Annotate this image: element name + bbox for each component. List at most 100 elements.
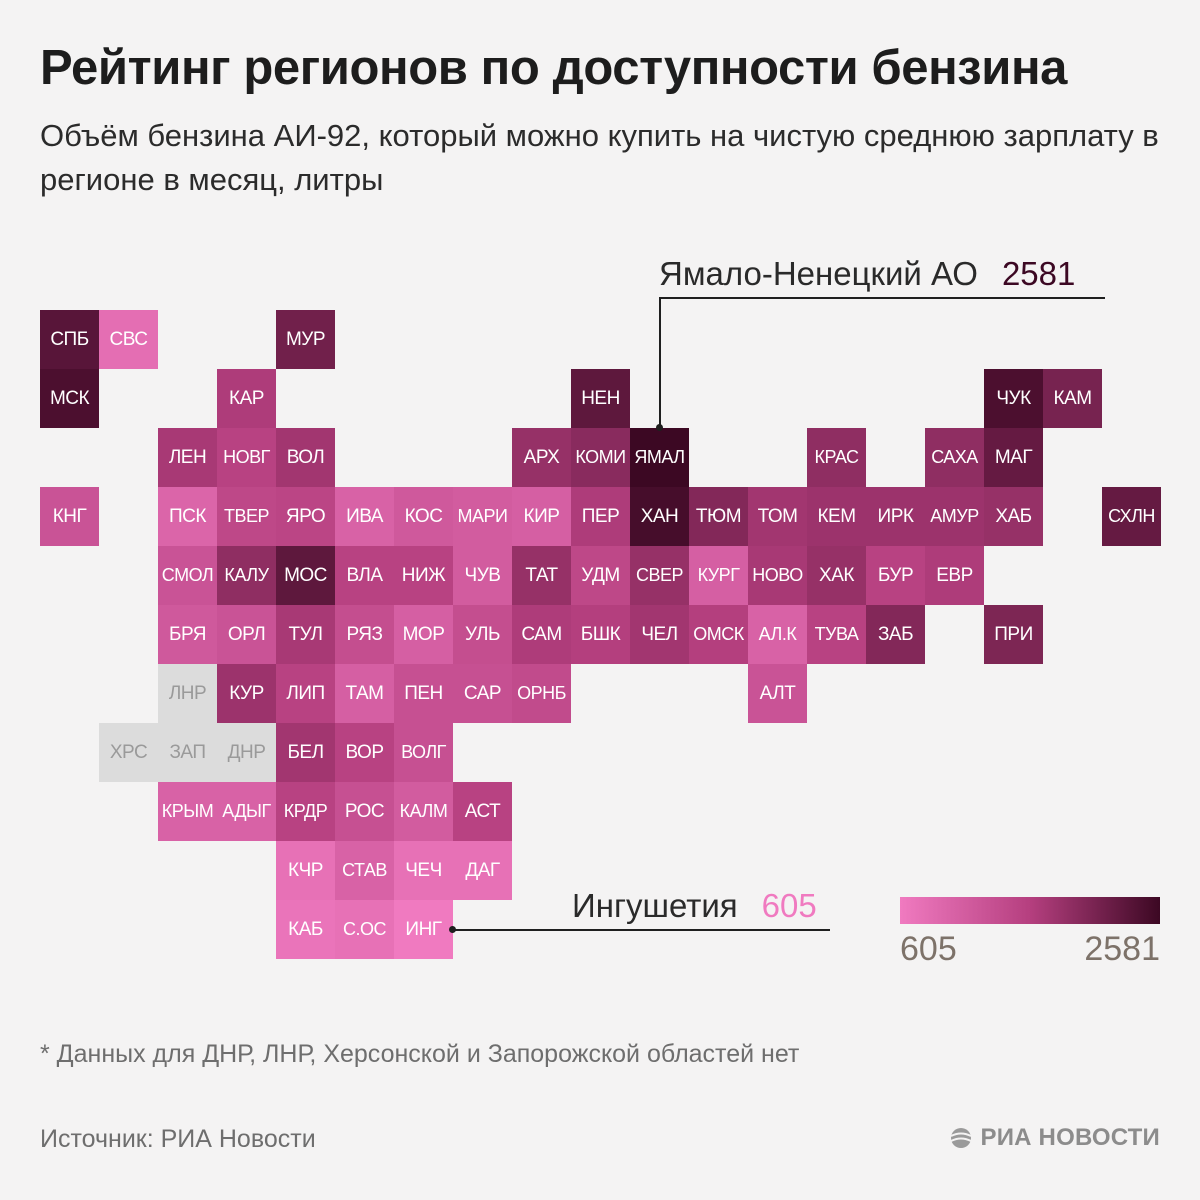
region-tile: СВЕР: [630, 546, 689, 605]
region-tile: ДНР: [217, 723, 276, 782]
callout-min-dot: [449, 926, 456, 933]
legend-min-label: 605: [900, 930, 957, 968]
region-tile: КОС: [394, 487, 453, 546]
region-tile: ЧУК: [984, 369, 1043, 428]
region-tile: БУР: [866, 546, 925, 605]
region-tile: С.ОС: [335, 900, 394, 959]
region-tile: МОС: [276, 546, 335, 605]
region-tile: СХЛН: [1102, 487, 1161, 546]
region-tile: АЛ.К: [748, 605, 807, 664]
callout-max-vline: [659, 297, 661, 427]
region-tile: ВОЛ: [276, 428, 335, 487]
region-tile: ИВА: [335, 487, 394, 546]
region-tile: ЧУВ: [453, 546, 512, 605]
ria-logo-text: РИА НОВОСТИ: [980, 1124, 1160, 1151]
callout-max-name: Ямало-Ненецкий АО: [659, 255, 978, 292]
region-tile: ХАН: [630, 487, 689, 546]
region-tile: КАМ: [1043, 369, 1102, 428]
ria-logo: РИА НОВОСТИ: [948, 1124, 1160, 1152]
region-tile: СМОЛ: [158, 546, 217, 605]
region-tile: ТУВА: [807, 605, 866, 664]
region-tile: ТОМ: [748, 487, 807, 546]
region-tile: МОР: [394, 605, 453, 664]
region-tile: АЛТ: [748, 664, 807, 723]
region-tile: ТАТ: [512, 546, 571, 605]
region-tile: КАЛМ: [394, 782, 453, 841]
region-tile: КАБ: [276, 900, 335, 959]
region-tile: РЯЗ: [335, 605, 394, 664]
region-tile: САМ: [512, 605, 571, 664]
region-tile: БШК: [571, 605, 630, 664]
region-tile: БЕЛ: [276, 723, 335, 782]
region-tile: ЧЕЛ: [630, 605, 689, 664]
region-tile: БРЯ: [158, 605, 217, 664]
callout-max: Ямало-Ненецкий АО 2581: [659, 255, 1075, 293]
region-tile: РОС: [335, 782, 394, 841]
region-tile: МСК: [40, 369, 99, 428]
region-tile: ХАК: [807, 546, 866, 605]
callout-max-value: 2581: [1001, 255, 1076, 292]
region-tile: ЧЕЧ: [394, 841, 453, 900]
page-subtitle: Объём бензина АИ-92, который можно купит…: [40, 118, 1159, 197]
region-tile: НЕН: [571, 369, 630, 428]
region-tile: ЛЕН: [158, 428, 217, 487]
region-tile: КНГ: [40, 487, 99, 546]
region-tile: АСТ: [453, 782, 512, 841]
page-title: Рейтинг регионов по доступности бензина: [40, 41, 1068, 95]
region-tile: АДЫГ: [217, 782, 276, 841]
region-tile: ТЮМ: [689, 487, 748, 546]
region-tile: ПРИ: [984, 605, 1043, 664]
region-tile: МАРИ: [453, 487, 512, 546]
region-tile: НОВГ: [217, 428, 276, 487]
region-tile: САР: [453, 664, 512, 723]
callout-max-dot: [656, 424, 663, 431]
callout-min-hline: [453, 929, 830, 931]
region-tile: УЛЬ: [453, 605, 512, 664]
region-tile: КИР: [512, 487, 571, 546]
region-tile: МАГ: [984, 428, 1043, 487]
region-tile: ВОЛГ: [394, 723, 453, 782]
region-tile: СТАВ: [335, 841, 394, 900]
region-tile: ЗАБ: [866, 605, 925, 664]
region-tile: ЯМАЛ: [630, 428, 689, 487]
region-tile: ВОР: [335, 723, 394, 782]
region-tile: УДМ: [571, 546, 630, 605]
region-tile: ЕВР: [925, 546, 984, 605]
region-tile: ПСК: [158, 487, 217, 546]
region-tile: КРАС: [807, 428, 866, 487]
region-tile: АМУР: [925, 487, 984, 546]
callout-min: Ингушетия 605: [572, 887, 817, 925]
callout-min-name: Ингушетия: [572, 887, 738, 924]
region-tile: ЯРО: [276, 487, 335, 546]
callout-max-hline: [659, 297, 1105, 299]
region-tile: ДАГ: [453, 841, 512, 900]
region-tile: ТУЛ: [276, 605, 335, 664]
region-tile: КЕМ: [807, 487, 866, 546]
region-tile: ТВЕР: [217, 487, 276, 546]
callout-min-value: 605: [761, 887, 817, 924]
region-tile: МУР: [276, 310, 335, 369]
footnote: * Данных для ДНР, ЛНР, Херсонской и Запо…: [40, 1040, 800, 1068]
region-tile: НОВО: [748, 546, 807, 605]
legend-gradient-bar: [900, 897, 1160, 924]
region-tile: КАР: [217, 369, 276, 428]
region-tile: ИРК: [866, 487, 925, 546]
region-tile: НИЖ: [394, 546, 453, 605]
region-tile: ВЛА: [335, 546, 394, 605]
region-tile: СПБ: [40, 310, 99, 369]
region-tile: ОРЛ: [217, 605, 276, 664]
region-tile: ЗАП: [158, 723, 217, 782]
region-tile: ХРС: [99, 723, 158, 782]
region-tile: ИНГ: [394, 900, 453, 959]
ria-globe-icon: [951, 1128, 972, 1148]
region-tile: АРХ: [512, 428, 571, 487]
region-tile: КУРГ: [689, 546, 748, 605]
source-credit: Источник: РИА Новости: [40, 1125, 316, 1153]
region-tile: КОМИ: [571, 428, 630, 487]
region-tile: КРДР: [276, 782, 335, 841]
region-tile: ЛНР: [158, 664, 217, 723]
region-tile: ОРНБ: [512, 664, 571, 723]
region-tile: ПЕН: [394, 664, 453, 723]
region-tile: КАЛУ: [217, 546, 276, 605]
region-tile: СВС: [99, 310, 158, 369]
